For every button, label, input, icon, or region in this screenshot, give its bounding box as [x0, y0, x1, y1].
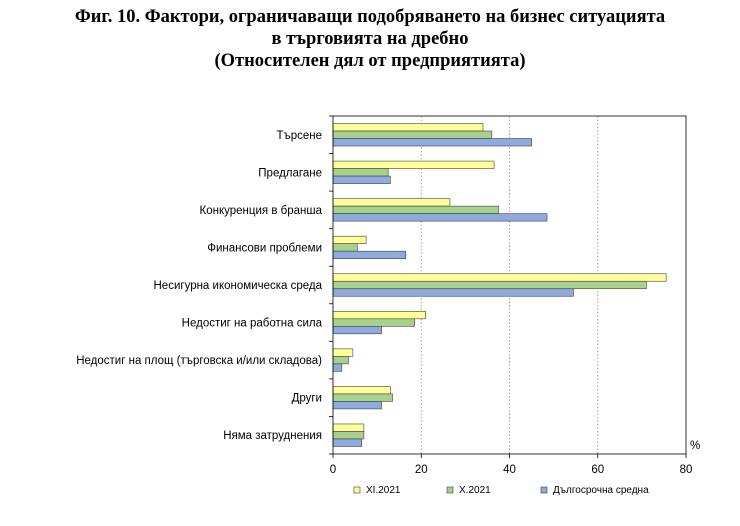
legend-swatch [540, 486, 548, 494]
title-line-1: Фиг. 10. Фактори, ограничаващи подобрява… [74, 7, 666, 27]
legend-label: X.2021 [459, 485, 491, 496]
bar [332, 160, 495, 169]
category-label: Недостиг на работна сила [182, 318, 323, 330]
bar [332, 401, 382, 410]
bar [332, 175, 391, 184]
bar [332, 235, 367, 244]
x-tick-label: 40 [503, 464, 516, 476]
bar [332, 273, 667, 282]
category-label: Търсене [276, 130, 322, 142]
bar [332, 423, 365, 432]
bar [332, 393, 393, 402]
bar [332, 205, 499, 214]
bar [332, 168, 389, 177]
x-tick-label: 80 [680, 464, 693, 476]
bar [332, 243, 358, 252]
bar [332, 386, 391, 395]
bar [332, 311, 426, 320]
bar [332, 213, 548, 222]
legend-swatch [446, 486, 454, 494]
bar [332, 198, 451, 207]
bar [332, 348, 354, 357]
category-label: Конкуренция в бранша [200, 205, 323, 217]
bar [332, 318, 415, 327]
title-line-3: (Относителен дял от предприятията) [214, 51, 526, 71]
bar [332, 138, 532, 147]
x-tick-label: 60 [591, 464, 604, 476]
unit-label: % [690, 440, 700, 452]
chart-title: Фиг. 10. Фактори, ограничаващи подобрява… [0, 6, 740, 72]
category-label: Предлагане [258, 167, 322, 179]
bar [332, 280, 647, 290]
legend-label: Дългосрочна средна [553, 485, 649, 496]
x-tick-label: 20 [415, 464, 428, 476]
bar [332, 130, 493, 139]
category-label: Други [292, 393, 322, 405]
category-label: Няма затруднения [223, 430, 322, 442]
category-label: Несигурна икономическа среда [154, 280, 323, 292]
legend-label: XI.2021 [366, 485, 401, 496]
title-line-2: в търговията на дребно [271, 29, 469, 49]
legend-swatch [353, 486, 361, 494]
category-label: Недостиг на площ (търговска и/или складо… [76, 355, 322, 367]
bar [332, 431, 365, 440]
bar [332, 123, 484, 132]
bar [332, 288, 574, 297]
category-label: Финансови проблеми [207, 242, 322, 254]
bar [332, 326, 382, 335]
bar [332, 438, 362, 447]
bar [332, 363, 343, 372]
bar [332, 250, 407, 259]
bar [332, 356, 349, 365]
x-tick-label: 0 [330, 464, 336, 476]
